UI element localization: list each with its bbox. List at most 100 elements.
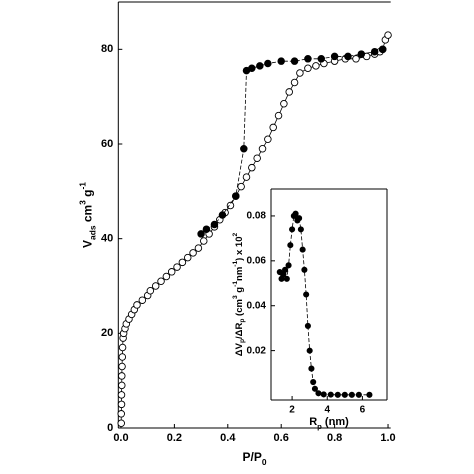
data-point [277,57,285,65]
data-point [118,381,126,390]
data-point [151,282,160,290]
label-part: cm [80,205,94,226]
data-point [269,123,277,132]
x-tick-label: 0.8 [327,432,342,444]
y-tick-label: 40 [101,233,113,245]
data-point [290,78,299,87]
data-point [167,268,176,276]
data-point [226,201,235,210]
data-point [304,55,312,63]
data-point [173,263,181,271]
label-part: ads [88,225,98,240]
label-part: V [80,240,94,248]
y-tick-label: 0.08 [247,211,267,222]
x-tick-label: 4 [324,405,330,416]
data-point [237,182,245,191]
data-point [285,88,293,96]
label-part: -1 [232,281,239,287]
data-point [194,244,203,252]
data-point [232,192,240,200]
data-point [258,144,267,153]
data-point [202,225,211,233]
axis-label: ΔVp/ΔRp (cm3 g-1nm-1) x 102 [232,233,246,357]
data-point [138,296,147,304]
data-point [330,52,339,61]
data-point [117,391,126,399]
axis-label: Vads cm3 g-1 [78,182,98,248]
data-point [296,215,303,222]
data-point [118,362,126,371]
x-tick-label: 0.4 [220,432,236,444]
y-tick-label: 0 [107,422,113,434]
data-point [301,266,308,273]
data-point [283,275,290,282]
data-point [334,391,341,398]
data-point [264,59,272,68]
data-point [355,391,362,398]
data-point [370,47,379,56]
data-point [197,230,205,238]
label-part: g [80,189,94,200]
label-part: P/P [242,450,261,464]
data-point [264,135,272,144]
label-part: -1 [232,260,239,266]
data-point [312,62,320,70]
data-point [242,173,251,181]
data-point [117,410,125,418]
data-point [118,343,127,352]
data-point [146,286,155,295]
x-tick-label: 0.2 [167,432,182,444]
label-part: 2 [232,233,239,237]
label-part: (cm [234,299,245,319]
data-point [310,378,317,386]
x-tick-label: 1.0 [380,432,395,444]
data-point [341,391,348,398]
data-point [118,353,127,361]
data-point [117,419,125,428]
data-point [304,64,312,73]
data-point [200,237,208,245]
data-point [327,391,334,398]
label-part: nm [234,267,245,281]
data-point [274,111,283,120]
label-part: p [239,339,246,343]
label-part: g [234,287,245,296]
label-part: 3 [78,200,88,205]
data-point [282,266,289,273]
data-point [357,50,366,58]
y-tick-label: 60 [101,138,113,150]
x-tick-label: 6 [360,405,366,416]
data-point [297,226,304,233]
data-point [133,301,141,309]
data-point [320,391,327,398]
data-point [311,385,318,392]
data-point [289,226,296,233]
y-tick-label: 0.02 [247,345,267,356]
data-point [317,55,326,63]
data-point [303,291,310,298]
inset-background [271,189,387,400]
data-point [178,258,187,267]
data-point [384,31,392,39]
data-point [308,365,315,372]
label-part: 3 [232,295,239,299]
x-tick-label: 0.0 [113,432,128,444]
data-point [290,57,299,65]
data-point [306,347,313,354]
data-point [315,390,322,397]
x-tick-label: 0.6 [274,432,289,444]
data-point [117,400,126,409]
data-point [183,253,192,262]
label-part: 0 [262,457,267,467]
data-point [296,69,304,77]
data-point [210,220,219,229]
data-point [285,262,292,269]
data-point [189,249,197,257]
label-part: p [239,319,246,323]
y-tick-label: 0.06 [247,255,267,266]
label-part: /ΔR [234,322,245,338]
y-tick-label: 80 [101,43,113,55]
label-part: ) x 10 [234,237,245,261]
data-point [299,246,306,253]
